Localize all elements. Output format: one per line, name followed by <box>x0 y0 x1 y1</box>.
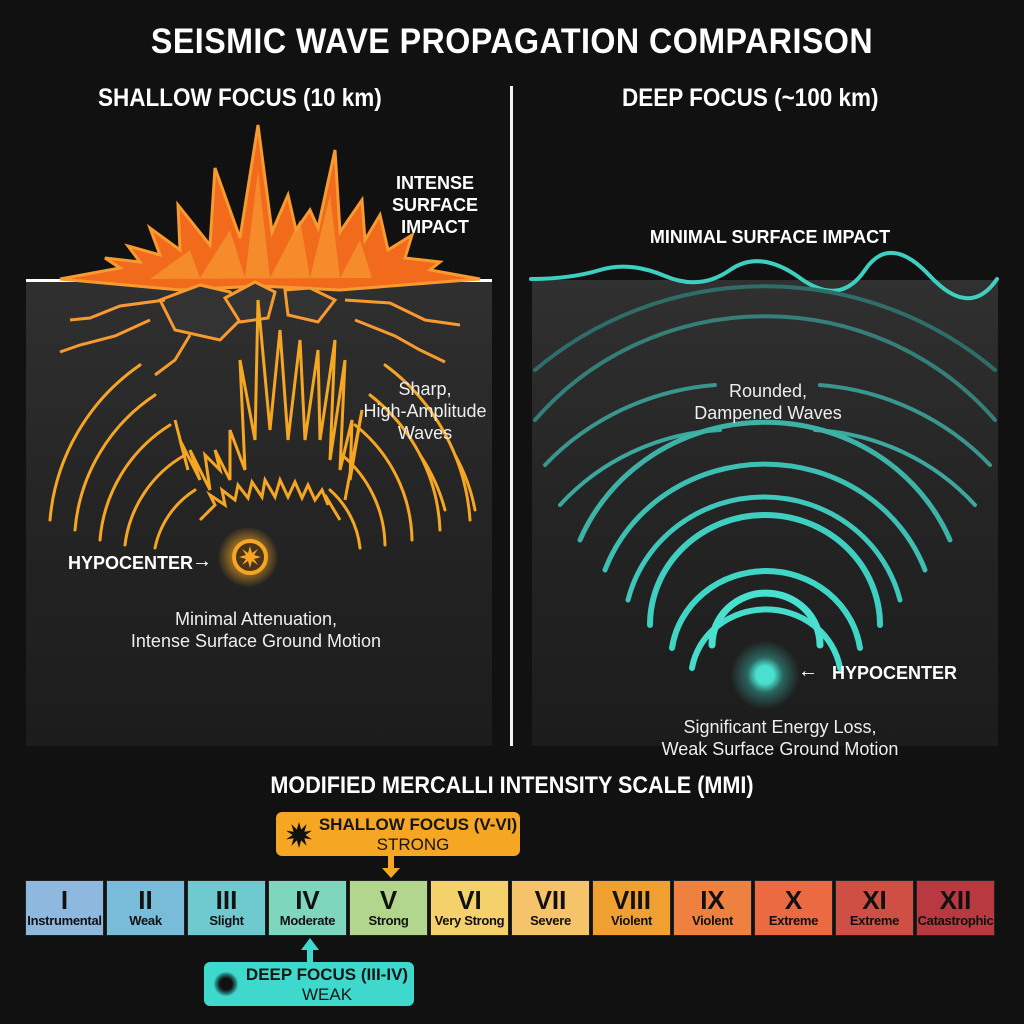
shallow-focus-heading: SHALLOW FOCUS (10 km) <box>98 84 382 112</box>
mmi-level-1: I Instrumental <box>25 880 104 936</box>
mmi-scale-bar: I Instrumental II Weak III Slight IV Moderat… <box>25 880 995 936</box>
arrow-down-icon <box>382 856 400 878</box>
mmi-level-11: XI Extreme <box>835 880 914 936</box>
shallow-description: Minimal Attenuation, Intense Surface Gro… <box>130 609 382 651</box>
minimal-surface-impact-label: MINIMAL SURFACE IMPACT <box>649 227 891 247</box>
deep-hypocenter-marker <box>730 640 800 710</box>
mmi-scale-title: MODIFIED MERCALLI INTENSITY SCALE (MMI) <box>270 772 754 799</box>
mmi-level-6: VI Very Strong <box>430 880 509 936</box>
arrow-left-icon: ← <box>798 660 818 682</box>
arrow-right-icon: → <box>192 550 212 572</box>
shallow-callout-level: STRONG <box>376 835 450 854</box>
rounded-waves-label: Rounded, Dampened Waves <box>694 381 842 423</box>
page-title: SEISMIC WAVE PROPAGATION COMPARISON <box>150 22 874 61</box>
deep-callout-range: DEEP FOCUS (III-IV) <box>245 965 409 984</box>
shallow-hypocenter-label: HYPOCENTER <box>68 553 194 573</box>
starburst-icon <box>286 822 312 848</box>
shallow-focus-callout: SHALLOW FOCUS (V-VI) STRONG <box>276 812 520 856</box>
mmi-level-12: XII Catastrophic <box>916 880 995 936</box>
sharp-waves-label: Sharp, High-Amplitude Waves <box>363 379 487 443</box>
mmi-level-7: VII Severe <box>511 880 590 936</box>
deep-hypocenter-label: HYPOCENTER <box>832 663 958 683</box>
deep-focus-callout: DEEP FOCUS (III-IV) WEAK <box>204 962 414 1006</box>
deep-callout-level: WEAK <box>301 985 353 1004</box>
deep-description: Significant Energy Loss, Weak Surface Gr… <box>661 717 899 759</box>
mmi-level-9: IX Violent <box>673 880 752 936</box>
shallow-callout-range: SHALLOW FOCUS (V-VI) <box>318 815 518 834</box>
deep-focus-heading: DEEP FOCUS (~100 km) <box>622 84 879 112</box>
arrow-up-icon <box>301 938 319 964</box>
deep-focus-dot-icon <box>214 972 238 996</box>
starburst-icon <box>239 546 261 568</box>
mmi-level-8: VIII Violent <box>592 880 671 936</box>
mmi-level-4: IV Moderate <box>268 880 347 936</box>
mmi-level-10: X Extreme <box>754 880 833 936</box>
mmi-level-5: V Strong <box>349 880 428 936</box>
mmi-level-2: II Weak <box>106 880 185 936</box>
mmi-level-3: III Slight <box>187 880 266 936</box>
intense-surface-impact-label: INTENSE SURFACE IMPACT <box>391 173 478 237</box>
panel-divider <box>510 86 513 746</box>
